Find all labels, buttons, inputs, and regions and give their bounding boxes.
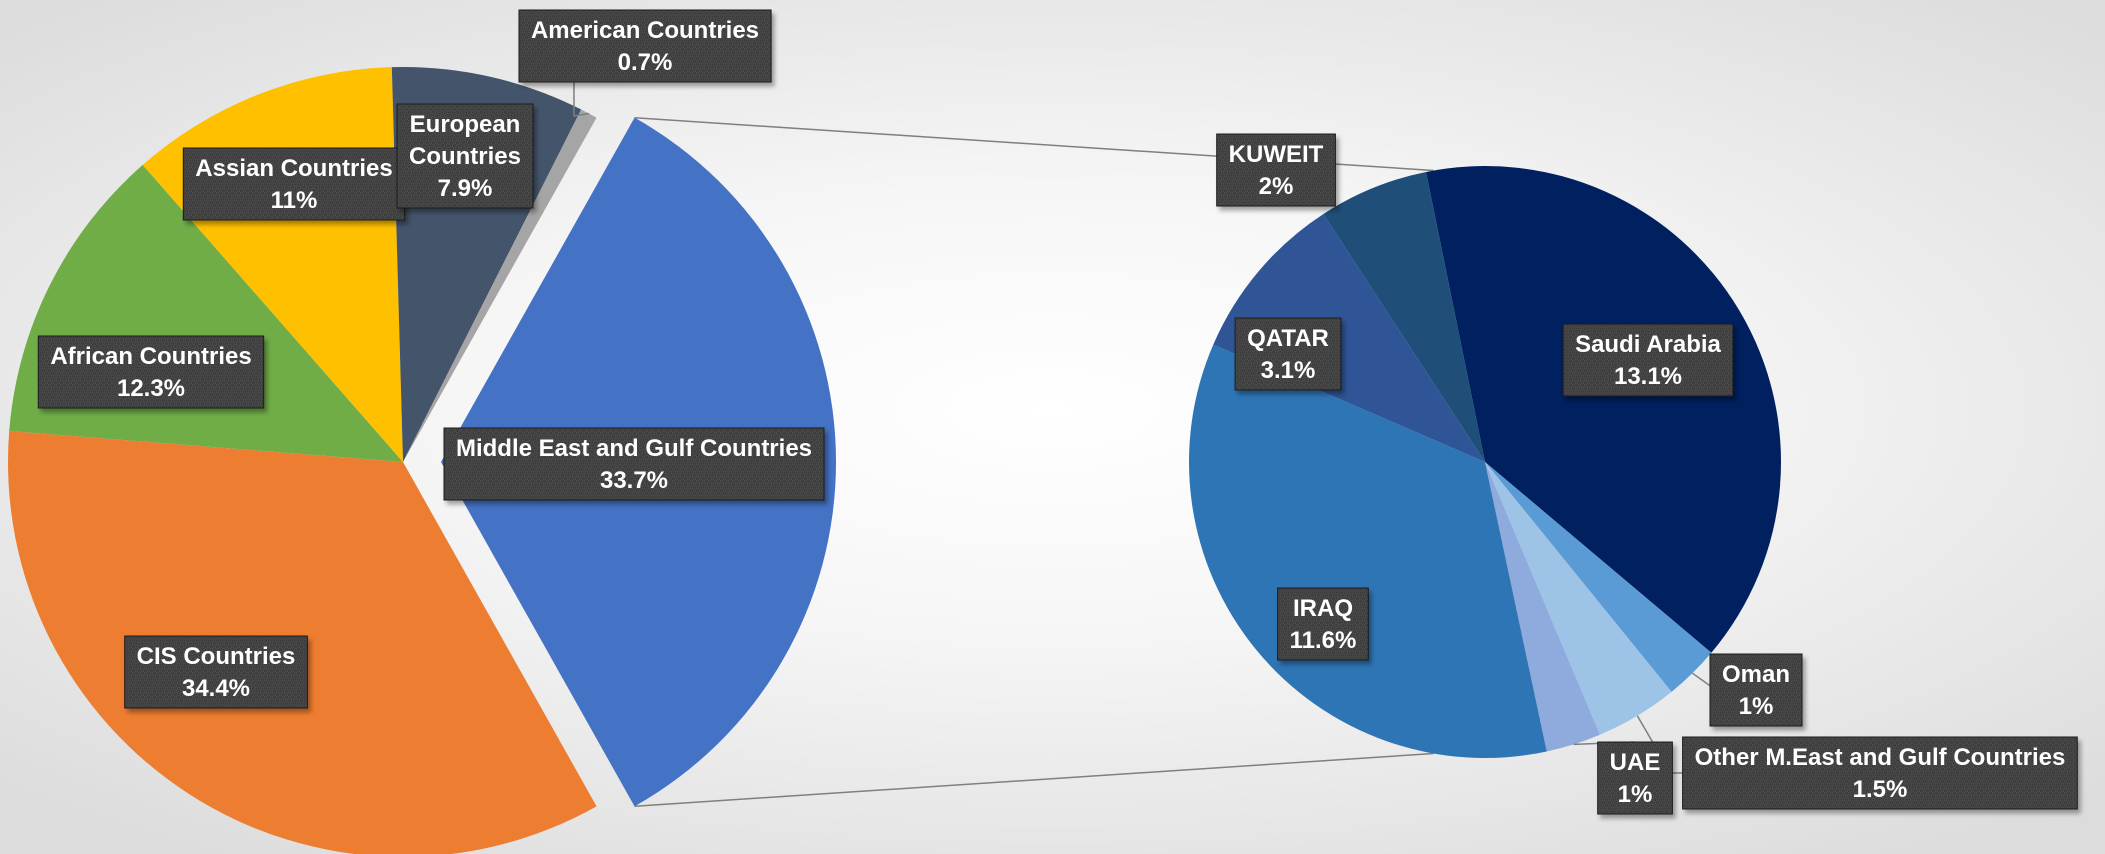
data-label-main-cis-countries: CIS Countries 34.4% — [124, 635, 308, 709]
data-label-box — [1234, 317, 1342, 391]
leader-line-american-countries — [573, 82, 590, 117]
data-label-category: Middle East and Gulf Countries — [456, 435, 812, 462]
data-label-value: 12.3% — [117, 375, 185, 402]
data-label-category: CIS Countries — [137, 643, 296, 670]
data-label-sub-uae: UAE 1% — [1597, 741, 1673, 815]
data-label-category: African Countries — [50, 343, 251, 370]
connector-line-bottom — [634, 752, 1434, 808]
data-label-category: American Countries — [531, 17, 759, 44]
sub-pie-slice-saudi-arabia — [1425, 165, 1782, 653]
sub-pie-slice-uae — [1485, 462, 1600, 752]
sub-pie-slice-qatar — [1213, 214, 1485, 462]
data-label-sub-iraq: IRAQ 11.6% — [1277, 587, 1369, 661]
data-label-category: Saudi Arabia — [1575, 331, 1721, 358]
data-label-value: 1.5% — [1853, 776, 1908, 803]
data-label-category: KUWEIT — [1229, 141, 1324, 168]
data-label-value: 33.7% — [600, 467, 668, 494]
data-label-value: 7.9% — [438, 175, 493, 202]
data-label-value: 2% — [1259, 173, 1294, 200]
data-label-box — [124, 635, 308, 709]
data-label-category: Countries — [409, 143, 521, 170]
data-label-main-middle-east-and-gulf-countries: Middle East and Gulf Countries 33.7% — [443, 427, 825, 501]
data-label-box — [1682, 736, 2078, 810]
data-label-category: UAE — [1610, 749, 1661, 776]
data-label-sub-oman: Oman 1% — [1709, 653, 1803, 727]
data-label-box — [37, 335, 265, 409]
data-label-box — [1709, 653, 1803, 727]
data-label-box — [1277, 587, 1369, 661]
data-label-value: 0.7% — [618, 49, 673, 76]
secondary-pie — [1188, 165, 1782, 759]
data-label-box — [396, 103, 534, 209]
data-label-value: 3.1% — [1261, 357, 1316, 384]
data-label-category: Oman — [1722, 661, 1790, 688]
data-label-sub-saudi-arabia: Saudi Arabia 13.1% — [1562, 323, 1734, 397]
data-label-sub-kuweit: KUWEIT 2% — [1216, 133, 1336, 207]
sub-pie-slice-kuweit — [1323, 171, 1485, 462]
data-label-box — [1216, 133, 1336, 207]
data-label-category: QATAR — [1247, 325, 1329, 352]
data-label-main-european-countries: European Countries 7.9% — [396, 103, 534, 209]
data-label-category: IRAQ — [1293, 595, 1353, 622]
data-label-category: European — [410, 111, 521, 138]
data-label-value: 13.1% — [1614, 363, 1682, 390]
data-label-main-american-countries: American Countries 0.7% — [518, 9, 772, 83]
data-label-value: 11% — [271, 187, 318, 214]
data-label-box — [1597, 741, 1673, 815]
sub-pie-slice-other-m-east-and-gulf-countries — [1485, 462, 1672, 735]
data-label-value: 34.4% — [182, 675, 250, 702]
data-label-box — [518, 9, 772, 83]
sub-pie-slice-oman — [1485, 462, 1712, 692]
pie-slice-american-countries — [403, 109, 597, 463]
data-label-main-assian-countries: Assian Countries 11% — [182, 147, 406, 221]
data-label-value: 11.6% — [1290, 627, 1357, 654]
data-labels: Middle East and Gulf Countries 33.7% CIS C… — [37, 9, 2078, 815]
data-label-sub-qatar: QATAR 3.1% — [1234, 317, 1342, 391]
data-label-main-african-countries: African Countries 12.3% — [37, 335, 265, 409]
data-label-category: Assian Countries — [195, 155, 392, 182]
data-label-value: 1% — [1739, 693, 1774, 720]
data-label-value: 1% — [1618, 781, 1653, 808]
data-label-category: Other M.East and Gulf Countries — [1695, 744, 2066, 771]
data-label-sub-other-m-east-and-gulf-countries: Other M.East and Gulf Countries 1.5% — [1682, 736, 2078, 810]
data-label-box — [1562, 323, 1734, 397]
data-label-box — [443, 427, 825, 501]
